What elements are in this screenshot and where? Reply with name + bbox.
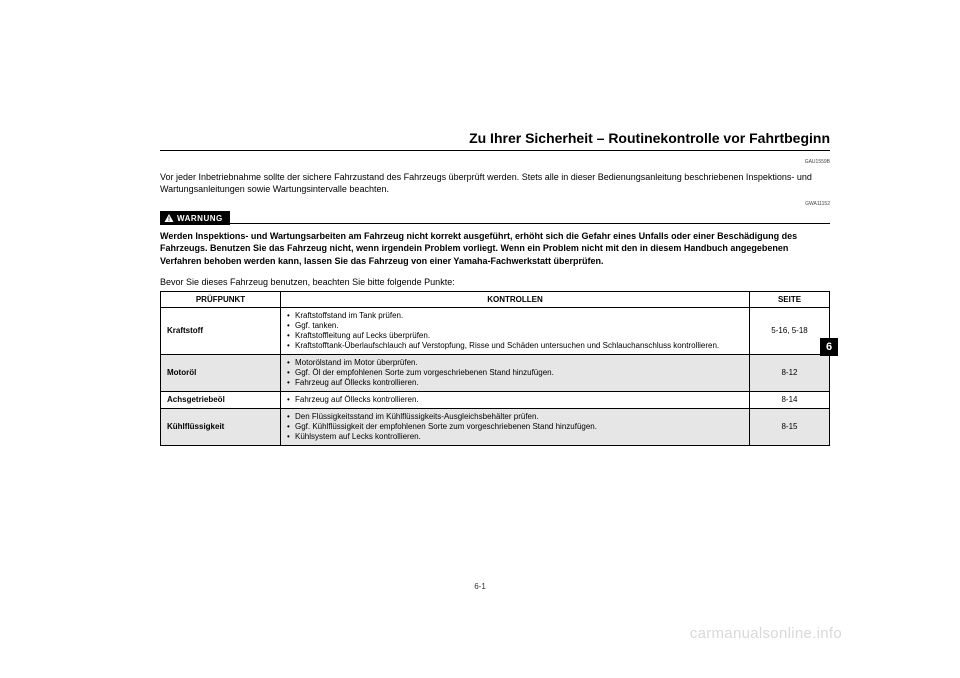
cell-page: 5-16, 5-18 [750, 307, 830, 354]
warning-rule [230, 223, 830, 224]
warning-triangle-icon: ! [164, 213, 174, 223]
table-row: Achsgetriebeöl Fahrzeug auf Öllecks kontr… [161, 391, 830, 408]
page-number: 6-1 [0, 582, 960, 591]
control-item: Ggf. Öl der empfohlenen Sorte zum vorges… [287, 368, 743, 378]
cell-controls: Fahrzeug auf Öllecks kontrollieren. [281, 391, 750, 408]
col-header-page: SEITE [750, 291, 830, 307]
control-item: Den Flüssigkeitsstand im Kühlflüssigkeit… [287, 412, 743, 422]
control-item: Fahrzeug auf Öllecks kontrollieren. [287, 395, 743, 405]
table-row: Kühlflüssigkeit Den Flüssigkeitsstand im … [161, 408, 830, 445]
warning-label: WARNUNG [177, 214, 223, 223]
header-rule [160, 150, 830, 151]
warning-text: Werden Inspektions- und Wartungsarbeiten… [160, 230, 830, 266]
doc-code-1: GAU1559B [160, 159, 830, 165]
table-row: MotorölMotorölstand im Motor überprüfen.… [161, 354, 830, 391]
col-header-controls: KONTROLLEN [281, 291, 750, 307]
table-header-row: PRÜFPUNKT KONTROLLEN SEITE [161, 291, 830, 307]
control-item: Kraftstoffstand im Tank prüfen. [287, 311, 743, 321]
cell-controls: Kraftstoffstand im Tank prüfen.Ggf. tank… [281, 307, 750, 354]
section-tab: 6 [820, 338, 838, 356]
cell-point: Motoröl [161, 354, 281, 391]
warning-heading: ! WARNUNG [160, 211, 830, 225]
svg-text:!: ! [168, 217, 170, 223]
watermark: carmanualsonline.info [690, 625, 842, 642]
cell-controls: Den Flüssigkeitsstand im Kühlflüssigkeit… [281, 408, 750, 445]
control-item: Ggf. tanken. [287, 321, 743, 331]
page-title: Zu Ihrer Sicherheit – Routinekontrolle v… [160, 130, 830, 146]
control-item: Kühlsystem auf Lecks kontrollieren. [287, 432, 743, 442]
cell-point: Kühlflüssigkeit [161, 408, 281, 445]
cell-page: 8-15 [750, 408, 830, 445]
control-item: Fahrzeug auf Öllecks kontrollieren. [287, 378, 743, 388]
control-item: Kraftstoffleitung auf Lecks überprüfen. [287, 331, 743, 341]
cell-controls: Motorölstand im Motor überprüfen.Ggf. Öl… [281, 354, 750, 391]
warning-badge: ! WARNUNG [160, 211, 230, 225]
cell-point: Achsgetriebeöl [161, 391, 281, 408]
cell-page: 8-14 [750, 391, 830, 408]
col-header-point: PRÜFPUNKT [161, 291, 281, 307]
cell-point: Kraftstoff [161, 307, 281, 354]
control-item: Ggf. Kühlflüssigkeit der empfohlenen Sor… [287, 422, 743, 432]
doc-code-2: GWA11152 [160, 201, 830, 207]
document-page: Zu Ihrer Sicherheit – Routinekontrolle v… [160, 130, 830, 446]
control-item: Kraftstofftank-Überlaufschlauch auf Vers… [287, 341, 743, 351]
intro-paragraph: Vor jeder Inbetriebnahme sollte der sich… [160, 171, 830, 195]
check-table: PRÜFPUNKT KONTROLLEN SEITE KraftstoffKra… [160, 291, 830, 446]
before-text: Bevor Sie dieses Fahrzeug benutzen, beac… [160, 277, 830, 287]
cell-page: 8-12 [750, 354, 830, 391]
control-item: Motorölstand im Motor überprüfen. [287, 358, 743, 368]
table-row: KraftstoffKraftstoffstand im Tank prüfen… [161, 307, 830, 354]
